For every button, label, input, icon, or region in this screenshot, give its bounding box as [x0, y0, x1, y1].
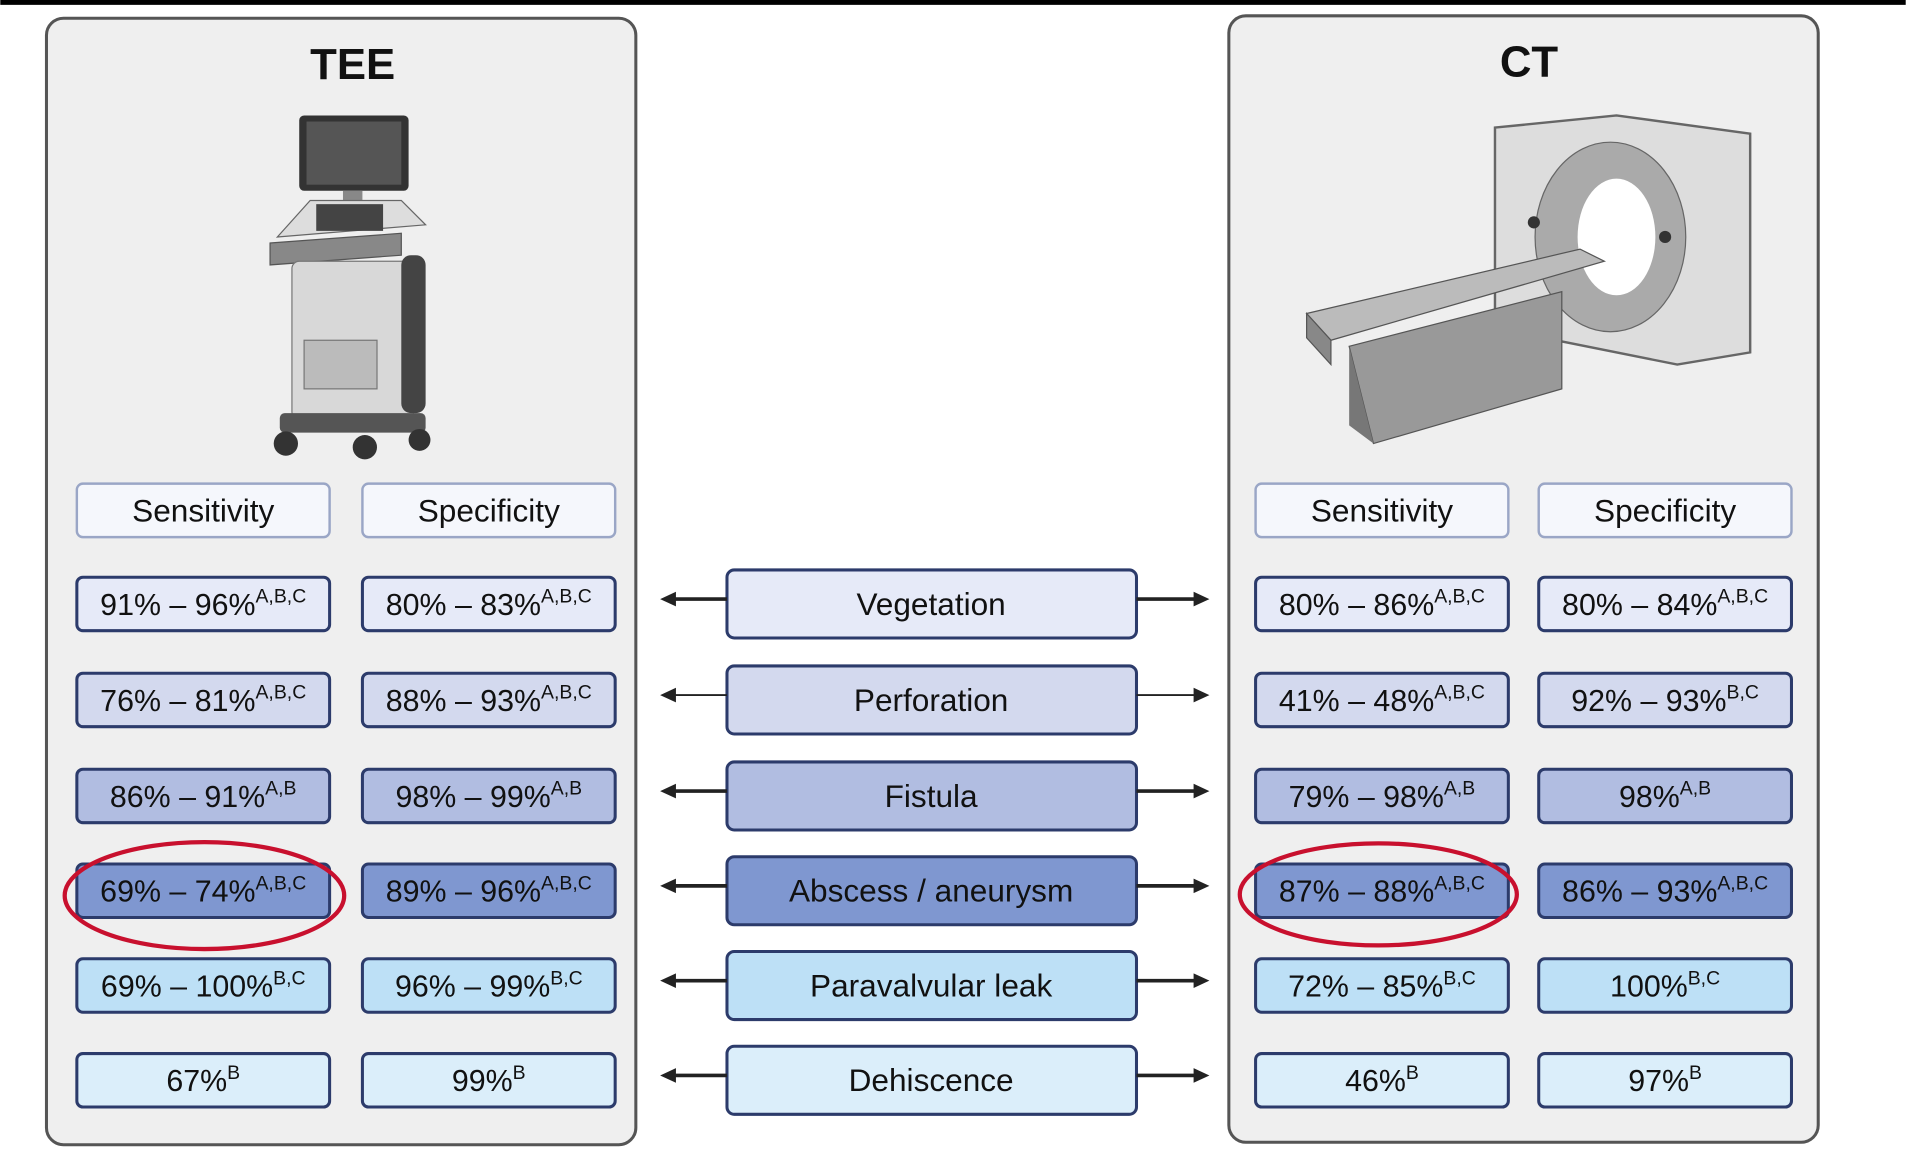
header-label: Specificity: [418, 492, 560, 528]
arrowhead: [660, 688, 676, 703]
value: 92% – 93%: [1571, 685, 1726, 718]
arrowhead: [660, 1068, 676, 1083]
arrowhead: [1194, 1068, 1210, 1083]
superscript: B: [1689, 1062, 1702, 1084]
value: 69% – 74%: [100, 876, 255, 909]
arrowhead: [1194, 973, 1210, 988]
value: 80% – 83%: [386, 589, 541, 622]
superscript: A,B,C: [541, 682, 592, 704]
superscript: B,C: [1688, 967, 1720, 989]
header-label: Sensitivity: [1311, 492, 1453, 528]
value: 41% – 48%: [1279, 685, 1434, 718]
value: 69% – 100%: [101, 970, 273, 1003]
arrowhead: [1194, 592, 1210, 607]
panel-title: TEE: [310, 40, 395, 89]
value: 89% – 96%: [386, 876, 541, 909]
superscript: B: [513, 1062, 526, 1084]
value: 86% – 91%: [110, 781, 265, 814]
superscript: A,B,C: [1434, 682, 1485, 704]
superscript: A,B,C: [255, 682, 306, 704]
arrowhead: [660, 592, 676, 607]
header-label: Sensitivity: [132, 492, 274, 528]
arrowhead: [1194, 688, 1210, 703]
superscript: A,B: [1444, 778, 1475, 800]
superscript: B,C: [1727, 682, 1759, 704]
figure: TEE CT SensitivitySpecificity91% – 96%A,…: [0, 0, 1906, 1152]
value: 76% – 81%: [100, 685, 255, 718]
superscript: A,B: [265, 778, 296, 800]
superscript: A,B,C: [541, 873, 592, 895]
finding-label: Paravalvular leak: [810, 967, 1052, 1003]
superscript: A,B,C: [541, 586, 592, 608]
finding-label: Vegetation: [856, 586, 1005, 622]
panel-title: CT: [1500, 38, 1559, 87]
superscript: A,B,C: [1717, 586, 1768, 608]
finding-label: Abscess / aneurysm: [789, 873, 1073, 909]
value: 87% – 88%: [1279, 876, 1434, 909]
value: 98%: [1619, 781, 1680, 814]
page: {"tee": {"title": "TEE", "headers": ["Se…: [0, 0, 1906, 1152]
arrowhead: [660, 973, 676, 988]
top-edge: [0, 0, 1905, 5]
superscript: B,C: [1443, 967, 1475, 989]
superscript: A,B: [551, 778, 582, 800]
value: 86% – 93%: [1562, 876, 1717, 909]
finding-label: Perforation: [854, 682, 1008, 718]
superscript: A,B,C: [1434, 586, 1485, 608]
value: 91% – 96%: [100, 589, 255, 622]
value: 80% – 86%: [1279, 589, 1434, 622]
superscript: B,C: [273, 967, 305, 989]
superscript: A,B,C: [255, 586, 306, 608]
arrowhead: [1194, 784, 1210, 799]
value: 99%: [452, 1065, 513, 1098]
value: 88% – 93%: [386, 685, 541, 718]
arrowhead: [1194, 879, 1210, 894]
value: 98% – 99%: [395, 781, 550, 814]
value: 46%: [1345, 1065, 1406, 1098]
finding-label: Fistula: [885, 778, 978, 814]
value: 72% – 85%: [1288, 970, 1443, 1003]
value: 67%: [166, 1065, 227, 1098]
superscript: A,B,C: [1717, 873, 1768, 895]
superscript: B: [1406, 1062, 1419, 1084]
value: 96% – 99%: [395, 970, 550, 1003]
value: 79% – 98%: [1289, 781, 1444, 814]
value: 80% – 84%: [1562, 589, 1717, 622]
superscript: A,B: [1680, 778, 1711, 800]
arrowhead: [660, 879, 676, 894]
arrowhead: [660, 784, 676, 799]
value: 100%: [1610, 970, 1688, 1003]
value: 97%: [1628, 1065, 1689, 1098]
superscript: B: [227, 1062, 240, 1084]
finding-label: Dehiscence: [849, 1062, 1014, 1098]
superscript: A,B,C: [255, 873, 306, 895]
superscript: A,B,C: [1434, 873, 1485, 895]
header-label: Specificity: [1594, 492, 1736, 528]
superscript: B,C: [550, 967, 582, 989]
